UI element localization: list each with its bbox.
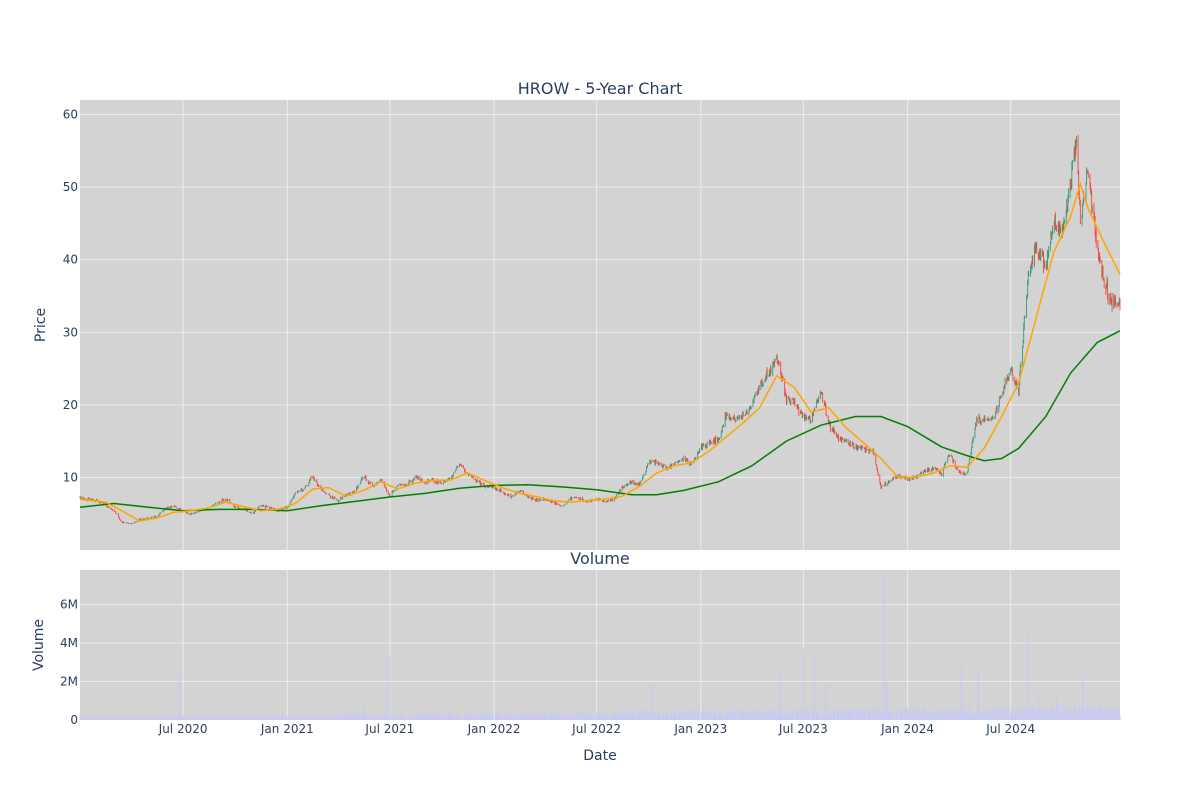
price-tick-label: 10 bbox=[63, 470, 78, 484]
moving-average-lines bbox=[79, 181, 1121, 522]
date-tick-label: Jan 2024 bbox=[880, 722, 934, 736]
date-tick-label: Jan 2021 bbox=[260, 722, 314, 736]
volume-grid bbox=[80, 570, 1120, 720]
price-tick-label: 40 bbox=[63, 253, 78, 267]
volume-tick-label: 2M bbox=[60, 675, 78, 689]
volume-tick-label: 0 bbox=[70, 713, 78, 727]
date-tick-label: Jul 2024 bbox=[985, 722, 1035, 736]
long-moving-average-line bbox=[79, 330, 1121, 512]
price-chart-title: HROW - 5-Year Chart bbox=[518, 79, 683, 98]
volume-tick-label: 6M bbox=[60, 598, 78, 612]
price-tick-label: 30 bbox=[63, 325, 78, 339]
date-tick-label: Jan 2022 bbox=[467, 722, 521, 736]
price-plot-background bbox=[80, 100, 1120, 550]
price-axis-title: Price bbox=[33, 308, 49, 342]
date-tick-label: Jan 2023 bbox=[673, 722, 727, 736]
price-tick-label: 60 bbox=[63, 108, 78, 122]
volume-chart-title: Volume bbox=[570, 549, 630, 568]
price-tick-label: 50 bbox=[63, 180, 78, 194]
date-tick-label: Jul 2023 bbox=[778, 722, 828, 736]
volume-plot-background bbox=[80, 570, 1120, 720]
date-axis-title: Date bbox=[583, 748, 616, 764]
date-x-ticks: Jul 2020 Jan 2021 Jul 2021 Jan 2022 Jul 2022… bbox=[158, 722, 1035, 736]
volume-plot-area bbox=[80, 570, 1120, 720]
volume-y-ticks: 0 2M 4M 6M bbox=[60, 598, 78, 727]
volume-tick-label: 4M bbox=[60, 636, 78, 650]
short-moving-average-line bbox=[79, 181, 1121, 522]
date-tick-label: Jul 2022 bbox=[571, 722, 621, 736]
price-plot-area bbox=[80, 100, 1120, 550]
date-tick-label: Jul 2020 bbox=[158, 722, 208, 736]
price-grid bbox=[80, 100, 1120, 550]
date-tick-label: Jul 2021 bbox=[364, 722, 414, 736]
price-tick-label: 20 bbox=[63, 398, 78, 412]
volume-axis-title: Volume bbox=[31, 619, 47, 671]
price-y-ticks: 10 20 30 40 50 60 bbox=[63, 108, 78, 485]
volume-bars bbox=[79, 575, 1121, 720]
